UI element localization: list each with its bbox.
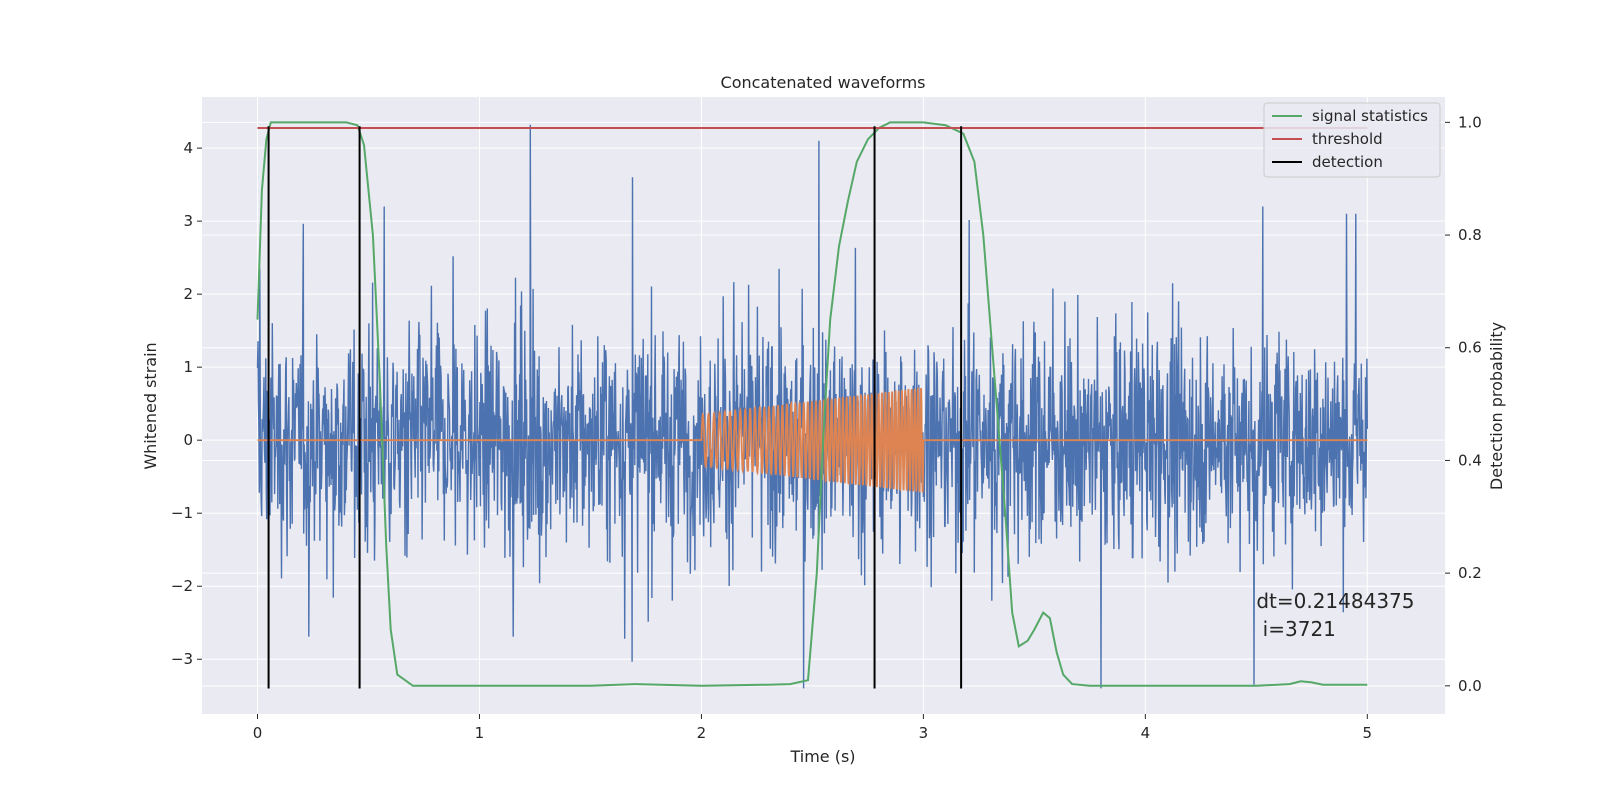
x-tick-label: 0 [253,724,263,742]
ticks: 0 1 2 3 4 5 −3 −2 −1 0 1 2 3 4 0.0 0.2 0.4 0.6 0.8 1.0 [171,113,1482,742]
series-line-injected-signal [257,386,1368,493]
legend-frame [1263,102,1441,178]
y-tick-label: −3 [171,650,193,668]
series-layer [256,121,1368,689]
x-tick-label: 1 [475,724,485,742]
y-tick-label: 0 [183,431,193,449]
annotation-i: i=3721 [1256,617,1336,641]
annotation-dt: dt=0.21484375 [1256,589,1414,613]
y-tick-label: 2 [183,285,193,303]
y-tick-label: −2 [171,577,193,595]
y2-tick-label: 0.6 [1458,339,1482,357]
y2-axis-label: Detection probability [1487,322,1506,490]
y-tick-label: 3 [183,212,193,230]
legend-label-signal-statistics: signal statistics [1312,107,1428,125]
x-axis-label: Time (s) [789,747,855,766]
legend-label-detection: detection [1312,153,1383,171]
y2-tick-label: 0.8 [1458,226,1482,244]
x-tick-label: 3 [919,724,929,742]
series-line-signal-statistics [256,121,1368,687]
y2-tick-label: 1.0 [1458,113,1482,131]
legend: signal statistics threshold detection [1263,102,1441,178]
legend-label-threshold: threshold [1312,130,1383,148]
x-tick-label: 5 [1363,724,1373,742]
x-tick-label: 2 [697,724,707,742]
x-tick-label: 4 [1141,724,1151,742]
y2-tick-label: 0.0 [1458,677,1482,695]
y2-tick-label: 0.4 [1458,451,1482,469]
chart-title: Concatenated waveforms [721,73,926,92]
y2-tick-label: 0.2 [1458,564,1482,582]
y-tick-label: 1 [183,358,193,376]
y-axis-label: Whitened strain [141,342,160,469]
y-tick-label: 4 [183,139,193,157]
y-tick-label: −1 [171,504,193,522]
